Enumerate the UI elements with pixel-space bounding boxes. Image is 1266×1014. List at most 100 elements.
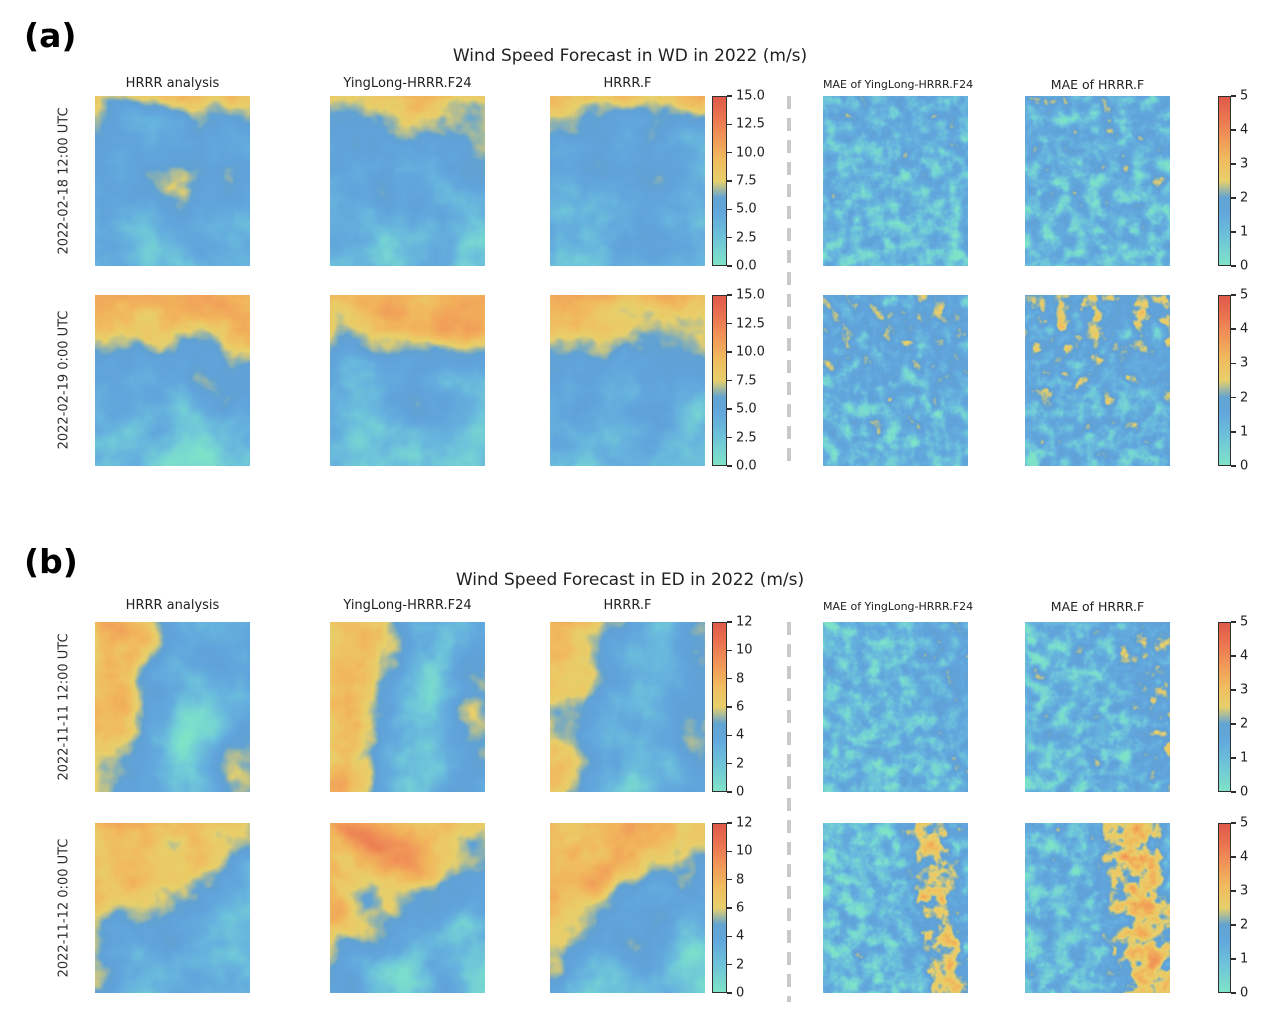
colorbar-tick <box>1231 362 1236 365</box>
row-label-a2: 2022-02-19 0:00 UTC <box>56 310 72 450</box>
colorbar-tick-label: 1 <box>1240 951 1249 967</box>
colorbar-tick-label: 12 <box>736 614 753 630</box>
colorbar-tick <box>1231 294 1236 296</box>
mae-colorbar-a-row2 <box>1218 295 1231 466</box>
heatmap-a-row1-hrrr-analysis <box>95 96 250 266</box>
colorbar-tick-label: 5 <box>1240 88 1249 104</box>
panel-b-title: Wind Speed Forecast in ED in 2022 (m/s) <box>455 570 805 590</box>
heatmap-b-row1-hrrr-f <box>550 622 705 792</box>
colorbar-tick <box>1231 265 1236 267</box>
colorbar-tick <box>1231 791 1236 793</box>
heatmap-image <box>823 295 968 466</box>
colorbar-tick <box>727 236 732 239</box>
colorbar-tick <box>727 822 732 824</box>
column-title-hrrr-analysis-a: HRRR analysis <box>125 76 220 91</box>
colorbar-tick <box>1231 924 1236 926</box>
colorbar-tick <box>727 621 732 623</box>
colorbar-tick-label: 1 <box>1240 224 1249 240</box>
colorbar-tick <box>727 123 732 126</box>
heatmap-image <box>1025 295 1170 466</box>
panel-a-title: Wind Speed Forecast in WD in 2022 (m/s) <box>452 46 808 66</box>
colorbar-tick-label: 4 <box>736 928 745 944</box>
colorbar-tick-label: 2 <box>1240 190 1249 206</box>
panel-b-label: (b) <box>24 542 78 581</box>
colorbar-tick-label: 4 <box>1240 321 1249 337</box>
heatmap-a-row2-yinglong-hrrr-f24 <box>330 295 485 466</box>
colorbar-tick-label: 3 <box>1240 355 1249 371</box>
column-title-yinglong-a: YingLong-HRRR.F24 <box>343 76 472 91</box>
colorbar-tick-label: 15.0 <box>736 287 765 303</box>
colorbar-tick-label: 8 <box>736 872 745 888</box>
colorbar-tick <box>1231 231 1236 233</box>
colorbar-tick <box>1231 328 1236 330</box>
colorbar-tick <box>727 208 732 211</box>
colorbar-tick <box>727 465 732 467</box>
heatmap-b-row1-yinglong-hrrr-f24 <box>330 622 485 792</box>
heatmap-a-row2-mae-of-yinglong-hrrr-f24 <box>823 295 968 466</box>
colorbar-tick-label: 0.0 <box>736 258 757 274</box>
colorbar-tick-label: 12 <box>736 815 753 831</box>
heatmap-image <box>95 96 250 266</box>
colorbar-tick-label: 8 <box>736 671 745 687</box>
heatmap-image <box>550 622 705 792</box>
colorbar-tick <box>727 265 732 267</box>
colorbar-tick-label: 5 <box>1240 815 1249 831</box>
heatmap-image <box>95 622 250 792</box>
colorbar-tick-label: 2 <box>736 957 745 973</box>
heatmap-a-row2-hrrr-analysis <box>95 295 250 466</box>
panel-a-label: (a) <box>24 16 77 55</box>
mae-colorbar-b-row2 <box>1218 823 1231 993</box>
colorbar-tick <box>727 408 732 410</box>
colorbar-tick-label: 10.0 <box>736 145 765 161</box>
colorbar-tick-label: 5 <box>1240 614 1249 630</box>
row-label-a1: 2022-02-18 12:00 UTC <box>56 107 72 255</box>
column-title-mae-hrrr-f-b: MAE of HRRR.F <box>1050 599 1145 614</box>
colorbar-tick-label: 2 <box>1240 917 1249 933</box>
colorbar-tick-label: 0 <box>1240 985 1249 1001</box>
colorbar-tick-label: 1 <box>1240 424 1249 440</box>
wind-colorbar-a-row2 <box>712 295 727 466</box>
colorbar-tick-label: 0 <box>1240 458 1249 474</box>
heatmap-image <box>823 823 968 993</box>
colorbar-tick-label: 6 <box>736 900 745 916</box>
column-title-mae-yinglong-a: MAE of YingLong-HRRR.F24 <box>823 78 974 91</box>
colorbar-tick <box>1231 129 1236 131</box>
heatmap-b-row2-hrrr-f <box>550 823 705 993</box>
colorbar-tick <box>1231 723 1236 725</box>
colorbar-tick <box>727 878 732 881</box>
heatmap-image <box>1025 622 1170 792</box>
colorbar-tick-label: 0.0 <box>736 458 757 474</box>
colorbar-tick <box>727 322 732 325</box>
wind-colorbar-a-row1 <box>712 96 727 266</box>
colorbar-tick <box>727 294 732 296</box>
heatmap-image <box>550 295 705 466</box>
colorbar-tick <box>1231 890 1236 892</box>
colorbar-tick <box>1231 757 1236 759</box>
colorbar-tick-label: 5 <box>1240 287 1249 303</box>
heatmap-image <box>330 823 485 993</box>
colorbar-tick-label: 1 <box>1240 750 1249 766</box>
column-title-mae-yinglong-b: MAE of YingLong-HRRR.F24 <box>823 600 974 613</box>
colorbar-tick <box>727 907 732 909</box>
column-title-hrrr-analysis-b: HRRR analysis <box>125 598 220 613</box>
heatmap-a-row2-mae-of-hrrr-f <box>1025 295 1170 466</box>
heatmap-a-row2-hrrr-f <box>550 295 705 466</box>
colorbar-tick-label: 5.0 <box>736 201 757 217</box>
colorbar-tick <box>1231 856 1236 858</box>
heatmap-image <box>1025 96 1170 266</box>
colorbar-tick-label: 3 <box>1240 682 1249 698</box>
wind-colorbar-b-row2 <box>712 823 727 993</box>
colorbar-tick-label: 12.5 <box>736 116 765 132</box>
colorbar-tick <box>727 95 732 97</box>
colorbar-tick <box>1231 621 1236 623</box>
colorbar-tick <box>727 677 732 680</box>
heatmap-image <box>823 96 968 266</box>
colorbar-tick-label: 15.0 <box>736 88 765 104</box>
colorbar-tick-label: 10 <box>736 642 753 658</box>
colorbar-tick <box>727 351 732 353</box>
colorbar-tick-label: 7.5 <box>736 373 757 388</box>
heatmap-b-row2-hrrr-analysis <box>95 823 250 993</box>
colorbar-tick-label: 3 <box>1240 156 1249 172</box>
colorbar-tick-label: 2 <box>1240 390 1249 406</box>
colorbar-tick <box>727 850 732 853</box>
